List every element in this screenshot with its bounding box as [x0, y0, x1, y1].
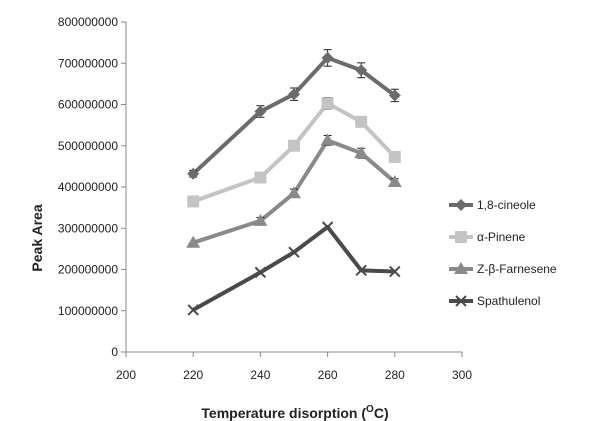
- series-line: [191, 55, 396, 176]
- data-point: [186, 235, 201, 248]
- data-point: [354, 146, 369, 159]
- legend-label: Z-β-Farnesene: [477, 262, 557, 276]
- series-2: [187, 96, 401, 208]
- legend-marker: [455, 231, 467, 243]
- data-point: [254, 171, 267, 184]
- y-tick-label: 500000000: [58, 139, 118, 153]
- series-layer: [186, 49, 402, 316]
- data-point: [187, 195, 200, 208]
- x-axis-title: Temperature disorption (OC): [201, 404, 388, 421]
- data-point: [388, 150, 401, 163]
- data-point: [287, 186, 301, 199]
- x-axis-title-main: Temperature disorption (: [201, 405, 366, 421]
- x-tick-label: 200: [116, 368, 136, 382]
- legend-marker: [455, 199, 467, 211]
- x-tick-label: 300: [452, 368, 472, 382]
- y-tick-label: 400000000: [58, 180, 118, 194]
- y-tick-label: 700000000: [58, 56, 118, 70]
- x-tick-label: 220: [183, 368, 203, 382]
- x-axis-title-unit: O: [366, 404, 374, 415]
- legend-marker: [455, 295, 467, 307]
- series-3: [186, 133, 402, 248]
- x-tick-label: 240: [250, 368, 270, 382]
- y-tick-label: 300000000: [58, 221, 118, 235]
- x-axis-title-unit-tail: C): [374, 405, 389, 421]
- data-point: [388, 89, 401, 102]
- legend-item: Spathulenol: [449, 294, 540, 308]
- legend-label: Spathulenol: [477, 294, 540, 308]
- x-tick-label: 260: [318, 368, 338, 382]
- data-point: [320, 133, 335, 146]
- legend: 1,8-cineole α-Pinene Z-β-Farnesene Spathule…: [449, 198, 557, 308]
- data-point: [288, 88, 300, 101]
- data-point: [355, 264, 367, 277]
- ticks: 0 100000000 200000000 300000000 400000000 500…: [58, 15, 472, 382]
- legend-item: α-Pinene: [449, 230, 526, 244]
- data-point: [187, 167, 200, 180]
- y-tick-label: 200000000: [58, 263, 118, 277]
- data-point: [254, 266, 267, 279]
- x-tick-label: 280: [385, 368, 405, 382]
- data-point: [253, 213, 268, 226]
- data-point: [355, 115, 368, 128]
- data-point: [187, 304, 199, 316]
- y-tick-label: 800000000: [58, 15, 118, 29]
- legend-label: 1,8-cineole: [477, 198, 536, 212]
- data-point: [321, 97, 334, 110]
- y-tick-label: 600000000: [58, 98, 118, 112]
- y-tick-label: 0: [111, 345, 118, 359]
- data-point: [288, 139, 300, 152]
- series-1: [187, 49, 401, 180]
- y-tick-label: 100000000: [58, 304, 118, 318]
- series-4: [187, 221, 401, 316]
- y-axis-title: Peak Area: [29, 204, 45, 271]
- legend-item: Z-β-Farnesene: [449, 262, 557, 276]
- legend-item: 1,8-cineole: [449, 198, 536, 212]
- legend-label: α-Pinene: [477, 230, 526, 244]
- data-point: [389, 265, 401, 278]
- data-point: [355, 64, 368, 77]
- data-point: [254, 105, 267, 118]
- data-point: [288, 246, 300, 258]
- legend-marker: [454, 262, 468, 274]
- series-line: [192, 225, 395, 312]
- data-point: [321, 221, 334, 233]
- data-point: [321, 51, 334, 64]
- data-point: [387, 175, 402, 188]
